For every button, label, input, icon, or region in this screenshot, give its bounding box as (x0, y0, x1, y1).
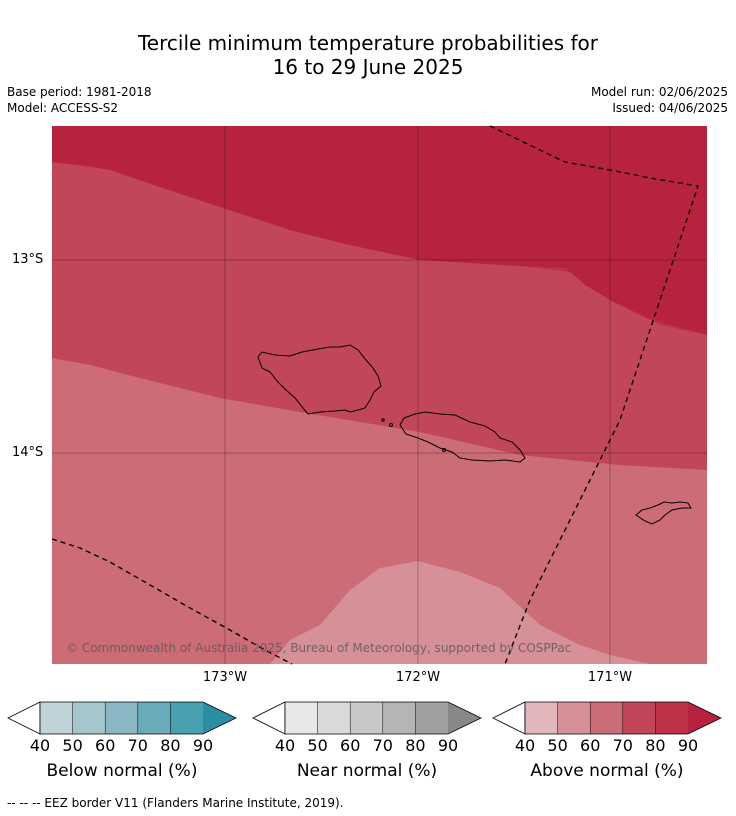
colorbar-swatch (415, 702, 448, 734)
colorbar-over-triangle (688, 702, 721, 734)
colorbar-below-swatches (7, 701, 237, 735)
issued-date: Issued: 04/06/2025 (612, 101, 728, 115)
lon-label-171w: 171°W (587, 670, 633, 685)
base-period: Base period: 1981-2018 (7, 85, 152, 99)
savaii-island-outline (257, 344, 382, 415)
colorbar-tick-label: 70 (612, 736, 633, 755)
colorbar-below-normal: Below normal (%) 40 50 60 70 80 90 (7, 700, 237, 790)
colorbar-tick-label: 50 (547, 736, 568, 755)
colorbar-tick-label: 80 (160, 736, 181, 755)
colorbar-tick-label: 60 (95, 736, 116, 755)
colorbar-swatch (72, 702, 106, 734)
meta-right: Model run: 02/06/2025 Issued: 04/06/2025 (591, 84, 728, 116)
colorbar-near-normal: Near normal (%) 40 50 60 70 80 90 (252, 700, 482, 790)
eez-footnote: -- -- -- EEZ border V11 (Flanders Marine… (7, 796, 344, 810)
colorbar-tick-label: 60 (340, 736, 361, 755)
colorbar-over-triangle (448, 702, 481, 734)
islet-1 (381, 418, 385, 422)
zone-above-50 (270, 561, 650, 664)
colorbar-above-title: Above normal (%) (530, 761, 684, 781)
graticule (52, 126, 707, 664)
colorbar-swatch (557, 702, 591, 734)
lon-label-172w: 172°W (395, 670, 441, 685)
colorbar-tick-label: 70 (127, 736, 148, 755)
colorbar-tick-label: 70 (372, 736, 393, 755)
tutuila-island-outline (635, 501, 692, 525)
colorbar-swatch (170, 702, 203, 734)
colorbar-swatch (382, 702, 416, 734)
colorbar-near-swatches (252, 701, 482, 735)
colorbar-below-title: Below normal (%) (46, 761, 198, 781)
colorbar-swatch (590, 702, 623, 734)
colorbar-tick-label: 80 (405, 736, 426, 755)
colorbar-swatch (105, 702, 138, 734)
colorbar-tick-label: 50 (307, 736, 328, 755)
model-name: Model: ACCESS-S2 (7, 101, 119, 115)
colorbar-swatch (40, 702, 73, 734)
model-run: Model run: 02/06/2025 (590, 85, 728, 99)
colorbar-tick-label: 90 (437, 736, 459, 755)
colorbar-tick-label: 40 (514, 736, 536, 755)
colorbar-swatch (622, 702, 656, 734)
map-title: Tercile minimum temperature probabilitie… (0, 31, 736, 79)
colorbar-above-normal: Above normal (%) 40 50 60 70 80 90 (492, 700, 722, 790)
colorbar-swatch (525, 702, 558, 734)
upolu-island-outline (399, 411, 526, 463)
copyright-text: © Commonwealth of Australia 2025, Bureau… (66, 641, 571, 655)
colorbar-tick-label: 60 (580, 736, 601, 755)
colorbar-under-triangle (252, 701, 286, 735)
islet-2 (389, 423, 393, 427)
colorbar-under-triangle (492, 701, 526, 735)
colorbar-over-triangle (203, 702, 236, 734)
colorbar-tick-label: 50 (62, 736, 83, 755)
colorbar-tick-label: 90 (677, 736, 699, 755)
islet-3 (442, 448, 446, 452)
colorbar-swatch (317, 702, 351, 734)
lat-label-14s: 14°S (12, 445, 44, 460)
probability-fields (52, 126, 707, 664)
colorbar-tick-label: 40 (29, 736, 51, 755)
colorbar-under-triangle (7, 701, 41, 735)
map-panel: © Commonwealth of Australia 2025, Bureau… (51, 125, 707, 665)
title-line-2: 16 to 29 June 2025 (272, 55, 464, 79)
colorbar-swatch (350, 702, 383, 734)
colorbar-swatch (285, 702, 318, 734)
colorbar-tick-label: 80 (645, 736, 666, 755)
lon-label-173w: 173°W (202, 670, 248, 685)
colorbar-above-swatches (492, 701, 722, 735)
colorbar-tick-label: 40 (274, 736, 296, 755)
colorbar-swatch (655, 702, 688, 734)
zone-above-90 (52, 126, 707, 334)
meta-left: Base period: 1981-2018 Model: ACCESS-S2 (7, 84, 152, 116)
eez-border-lower (51, 538, 293, 665)
colorbar-swatch (137, 702, 171, 734)
title-line-1: Tercile minimum temperature probabilitie… (137, 31, 599, 55)
lat-label-13s: 13°S (12, 252, 44, 267)
eez-borders (51, 125, 699, 665)
colorbar-near-title: Near normal (%) (296, 761, 438, 781)
colorbar-tick-label: 90 (192, 736, 214, 755)
eez-border-upper (489, 125, 699, 665)
